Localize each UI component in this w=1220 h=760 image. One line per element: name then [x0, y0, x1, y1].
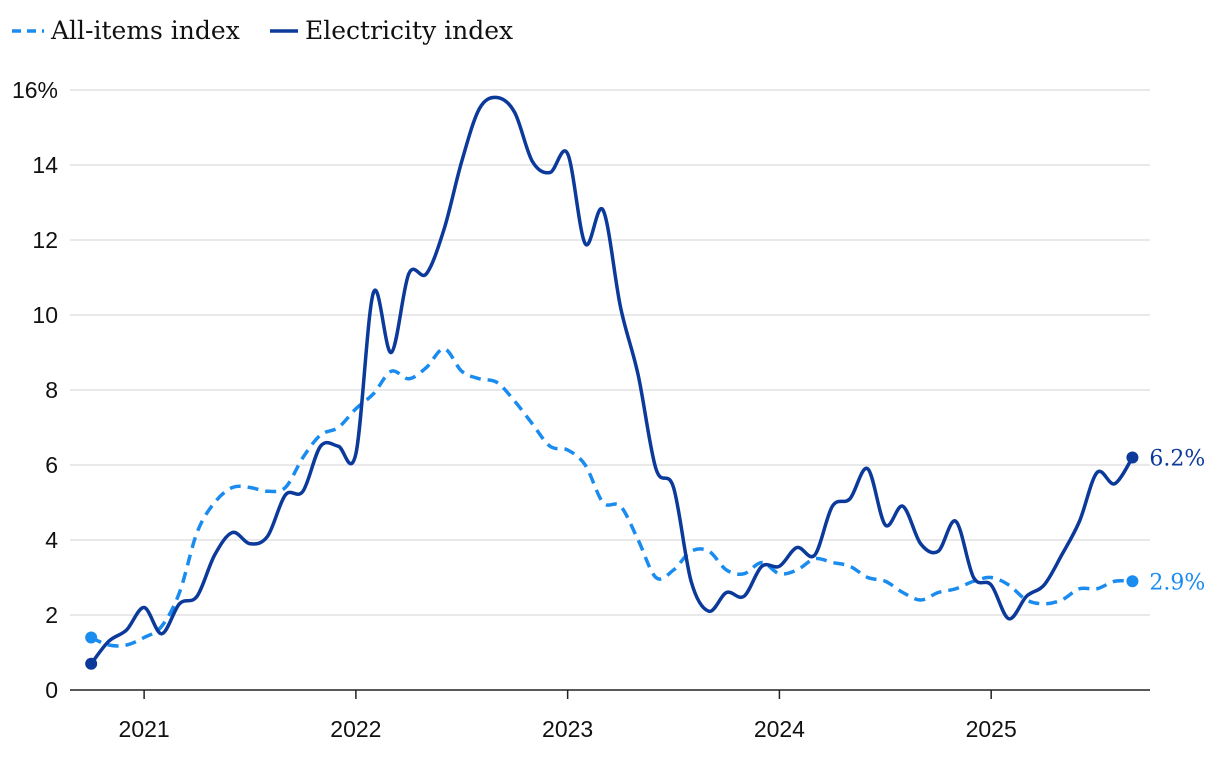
y-tick-label: 0	[45, 677, 58, 703]
y-tick-label: 8	[45, 377, 58, 403]
series-layer: 2.9% 6.2%	[85, 95, 1205, 670]
y-axis-labels: 0 2 4 6 8 10 12 14 16%	[12, 77, 58, 703]
x-axis-ticks: 2021 2022 2023 2024 2025	[119, 690, 1017, 742]
x-tick-label: 2023	[542, 716, 593, 742]
start-point-electricity	[85, 657, 98, 670]
end-point-all-items	[1126, 575, 1139, 588]
series-line-electricity	[89, 95, 1135, 666]
y-tick-label: 2	[45, 602, 58, 628]
y-tick-label: 16%	[12, 77, 58, 103]
y-tick-label: 10	[32, 302, 58, 328]
y-tick-label: 12	[32, 227, 58, 253]
legend-label-electricity: Electricity index	[305, 16, 513, 45]
end-point-electricity	[1126, 451, 1139, 464]
end-label-electricity: 6.2%	[1149, 447, 1205, 472]
series-line-all-items	[90, 347, 1133, 648]
y-tick-label: 6	[45, 452, 58, 478]
x-tick-label: 2025	[966, 716, 1017, 742]
x-tick-label: 2021	[119, 716, 170, 742]
x-tick-label: 2022	[330, 716, 381, 742]
start-point-all-items	[85, 631, 98, 644]
end-label-all-items: 2.9%	[1149, 570, 1205, 595]
y-tick-label: 14	[32, 152, 58, 178]
y-tick-label: 4	[45, 527, 58, 553]
legend-label-all-items: All-items index	[50, 16, 240, 45]
gridlines	[70, 89, 1150, 616]
x-tick-label: 2024	[754, 716, 805, 742]
legend: All-items index Electricity index	[12, 16, 513, 45]
